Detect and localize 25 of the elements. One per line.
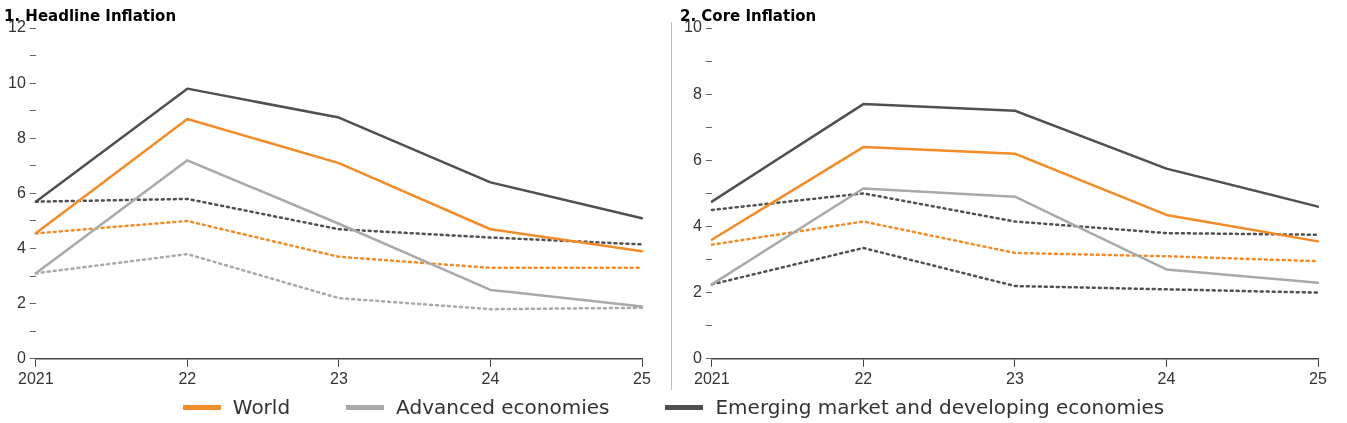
x-tick-label: 24 bbox=[1157, 369, 1176, 387]
x-tick-label: 23 bbox=[1006, 369, 1024, 387]
x-tick-label: 25 bbox=[1309, 369, 1327, 387]
y-tick-label: 10 bbox=[8, 73, 26, 91]
y-tick-label: 4 bbox=[16, 238, 26, 256]
y-tick-label: 4 bbox=[692, 216, 702, 234]
line-series bbox=[710, 192, 1320, 236]
y-tick-label: 8 bbox=[692, 84, 702, 102]
y-tick-label: 0 bbox=[16, 349, 26, 367]
x-tick-label: 24 bbox=[481, 369, 500, 387]
x-tick-label: 22 bbox=[854, 369, 873, 387]
legend-label: World bbox=[232, 395, 291, 419]
y-tick-label: 0 bbox=[692, 349, 702, 367]
x-tick-label: 25 bbox=[633, 369, 651, 387]
y-tick-label: 2 bbox=[692, 283, 702, 301]
legend-label: Advanced economies bbox=[396, 395, 610, 419]
x-tick-label: 23 bbox=[330, 369, 348, 387]
x-tick-label: 2021 bbox=[694, 369, 730, 387]
y-tick-label: 6 bbox=[692, 150, 702, 168]
x-tick-label: 22 bbox=[178, 369, 197, 387]
y-tick-label: 2 bbox=[16, 294, 26, 312]
y-tick-label: 6 bbox=[16, 183, 26, 201]
y-tick-label: 8 bbox=[16, 128, 26, 146]
legend-label: Emerging market and developing economies bbox=[715, 395, 1165, 419]
x-tick-label: 2021 bbox=[18, 369, 54, 387]
